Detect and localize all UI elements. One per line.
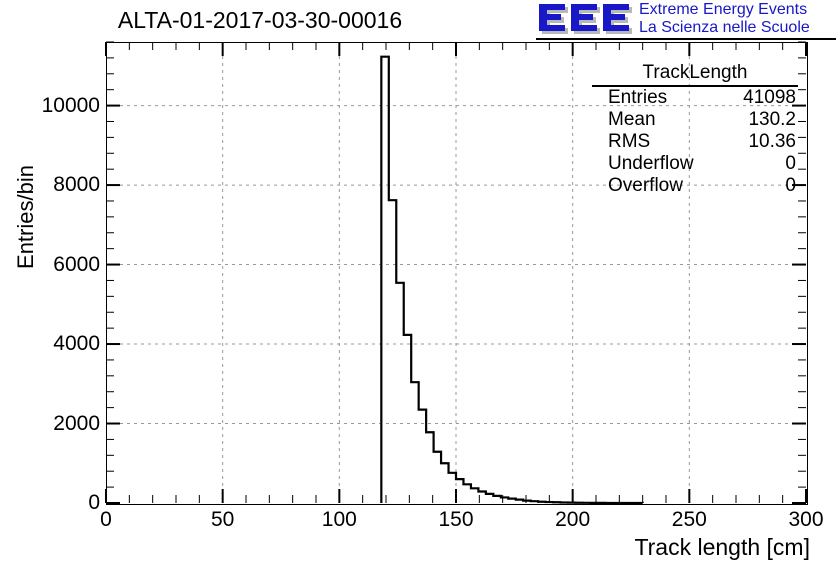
y-axis-tick-label: 2000 (53, 411, 100, 435)
x-axis-tick-label: 50 (210, 508, 235, 531)
eee-logo-mark-icon (536, 2, 634, 36)
y-axis-tick-label: 6000 (53, 252, 100, 276)
stats-row-value: 0 (785, 175, 796, 196)
histogram-curve (380, 55, 644, 505)
x-axis-tick-label: 150 (438, 508, 474, 531)
x-axis-tick-label: 0 (100, 508, 112, 531)
stats-row: Mean 130.2 (592, 109, 798, 131)
histogram-plot (105, 41, 807, 505)
stats-row: RMS 10.36 (592, 131, 798, 153)
x-axis-tick-label: 200 (555, 508, 591, 531)
stats-row: Underflow 0 (592, 153, 798, 175)
stats-box: TrackLength Entries 41098 Mean 130.2 RMS 10.3… (592, 62, 798, 197)
y-axis-tick-label: 0 (88, 491, 100, 514)
eee-logo-line-2: La Scienza nelle Scuole (639, 19, 810, 36)
x-axis-tick-label: 250 (671, 508, 707, 531)
eee-logo-line-1: Extreme Energy Events (639, 1, 808, 18)
x-axis-tick-label: 100 (321, 508, 357, 531)
y-axis-tick-label: 10000 (41, 93, 100, 117)
x-axis-tick-label: 300 (788, 508, 824, 531)
stats-row-value: 41098 (743, 87, 796, 108)
stats-row: Overflow 0 (592, 175, 798, 197)
stats-rows: Entries 41098 Mean 130.2 RMS 10.36 Underflow 0 O… (592, 87, 798, 197)
stats-row-value: 130.2 (748, 109, 796, 130)
stats-row-label: Entries (608, 87, 668, 108)
y-axis-tick-label: 4000 (53, 332, 100, 356)
eee-logo-text: Extreme Energy Events La Scienza nelle S… (639, 1, 810, 37)
stats-row: Entries 41098 (592, 87, 798, 109)
eee-logo: Extreme Energy Events La Scienza nelle S… (536, 1, 836, 39)
x-axis-title: Track length [cm] (634, 534, 810, 560)
y-axis-title: Entries/bin (13, 165, 38, 269)
page-title: ALTA-01-2017-03-30-00016 (117, 7, 403, 33)
logo-underline-divider (536, 38, 836, 40)
stats-title: TrackLength (592, 62, 798, 87)
stats-row-value: 0 (785, 153, 796, 174)
stats-row-label: Mean (608, 109, 656, 130)
y-axis-tick-label: 8000 (53, 173, 100, 197)
stats-row-label: RMS (608, 131, 651, 152)
stats-row-label: Underflow (608, 153, 694, 174)
stats-row-label: Overflow (608, 175, 683, 196)
stats-row-value: 10.36 (748, 131, 796, 152)
